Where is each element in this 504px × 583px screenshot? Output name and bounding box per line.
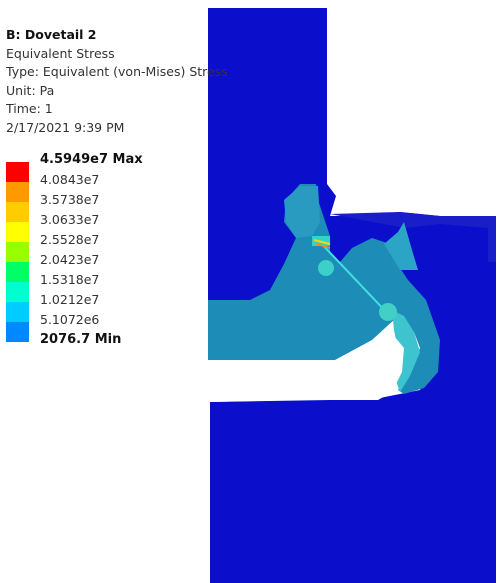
result-time: Time: 1	[6, 101, 53, 117]
legend-label-1: 4.0843e7	[40, 172, 100, 187]
legend-label-2: 3.5738e7	[40, 192, 100, 207]
legend-swatch-4	[6, 242, 29, 262]
legend-swatch-7	[6, 302, 29, 322]
result-subtitle: Equivalent Stress	[6, 45, 115, 61]
legend-swatch-max	[6, 162, 29, 182]
legend-label-4: 2.5528e7	[40, 232, 100, 247]
legend-label-min: 2076.7 Min	[40, 332, 122, 347]
legend-label-3: 3.0633e7	[40, 212, 100, 227]
dovetail-body	[208, 184, 440, 394]
legend-label-8: 5.1072e6	[40, 312, 100, 327]
result-date: 2/17/2021 9:39 PM	[6, 119, 125, 135]
result-title: B: Dovetail 2	[6, 27, 97, 42]
legend-swatch-8	[6, 322, 29, 342]
legend-label-max: 4.5949e7 Max	[40, 152, 143, 167]
result-type: Type: Equivalent (von-Mises) Stress	[6, 64, 228, 80]
slot-gap	[208, 336, 404, 402]
legend-swatch-2	[6, 202, 29, 222]
result-info: B: Dovetail 2 Equivalent Stress Type: Eq…	[6, 26, 228, 138]
contact-features	[312, 236, 397, 321]
legend-swatch-1	[6, 182, 29, 202]
legend-label-5: 2.0423e7	[40, 252, 100, 267]
mesh-plate	[208, 8, 496, 583]
legend-swatch-6	[6, 282, 29, 302]
result-unit: Unit: Pa	[6, 82, 55, 98]
legend-swatch-5	[6, 262, 29, 282]
legend-swatch-3	[6, 222, 29, 242]
legend-label-7: 1.0212e7	[40, 292, 100, 307]
legend-label-6: 1.5318e7	[40, 272, 100, 287]
